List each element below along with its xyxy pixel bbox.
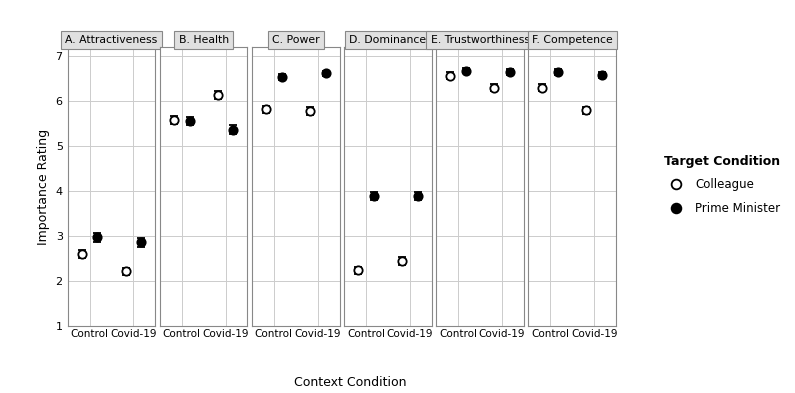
Legend: Colleague, Prime Minister: Colleague, Prime Minister — [660, 150, 785, 220]
Title: E. Trustworthiness: E. Trustworthiness — [431, 35, 529, 45]
Y-axis label: Importance Rating: Importance Rating — [37, 129, 50, 245]
Title: C. Power: C. Power — [272, 35, 320, 45]
Title: A. Attractiveness: A. Attractiveness — [65, 35, 157, 45]
Title: B. Health: B. Health — [179, 35, 229, 45]
Title: D. Dominance: D. Dominance — [349, 35, 426, 45]
Title: F. Competence: F. Competence — [532, 35, 613, 45]
Text: Context Condition: Context Condition — [293, 376, 406, 389]
